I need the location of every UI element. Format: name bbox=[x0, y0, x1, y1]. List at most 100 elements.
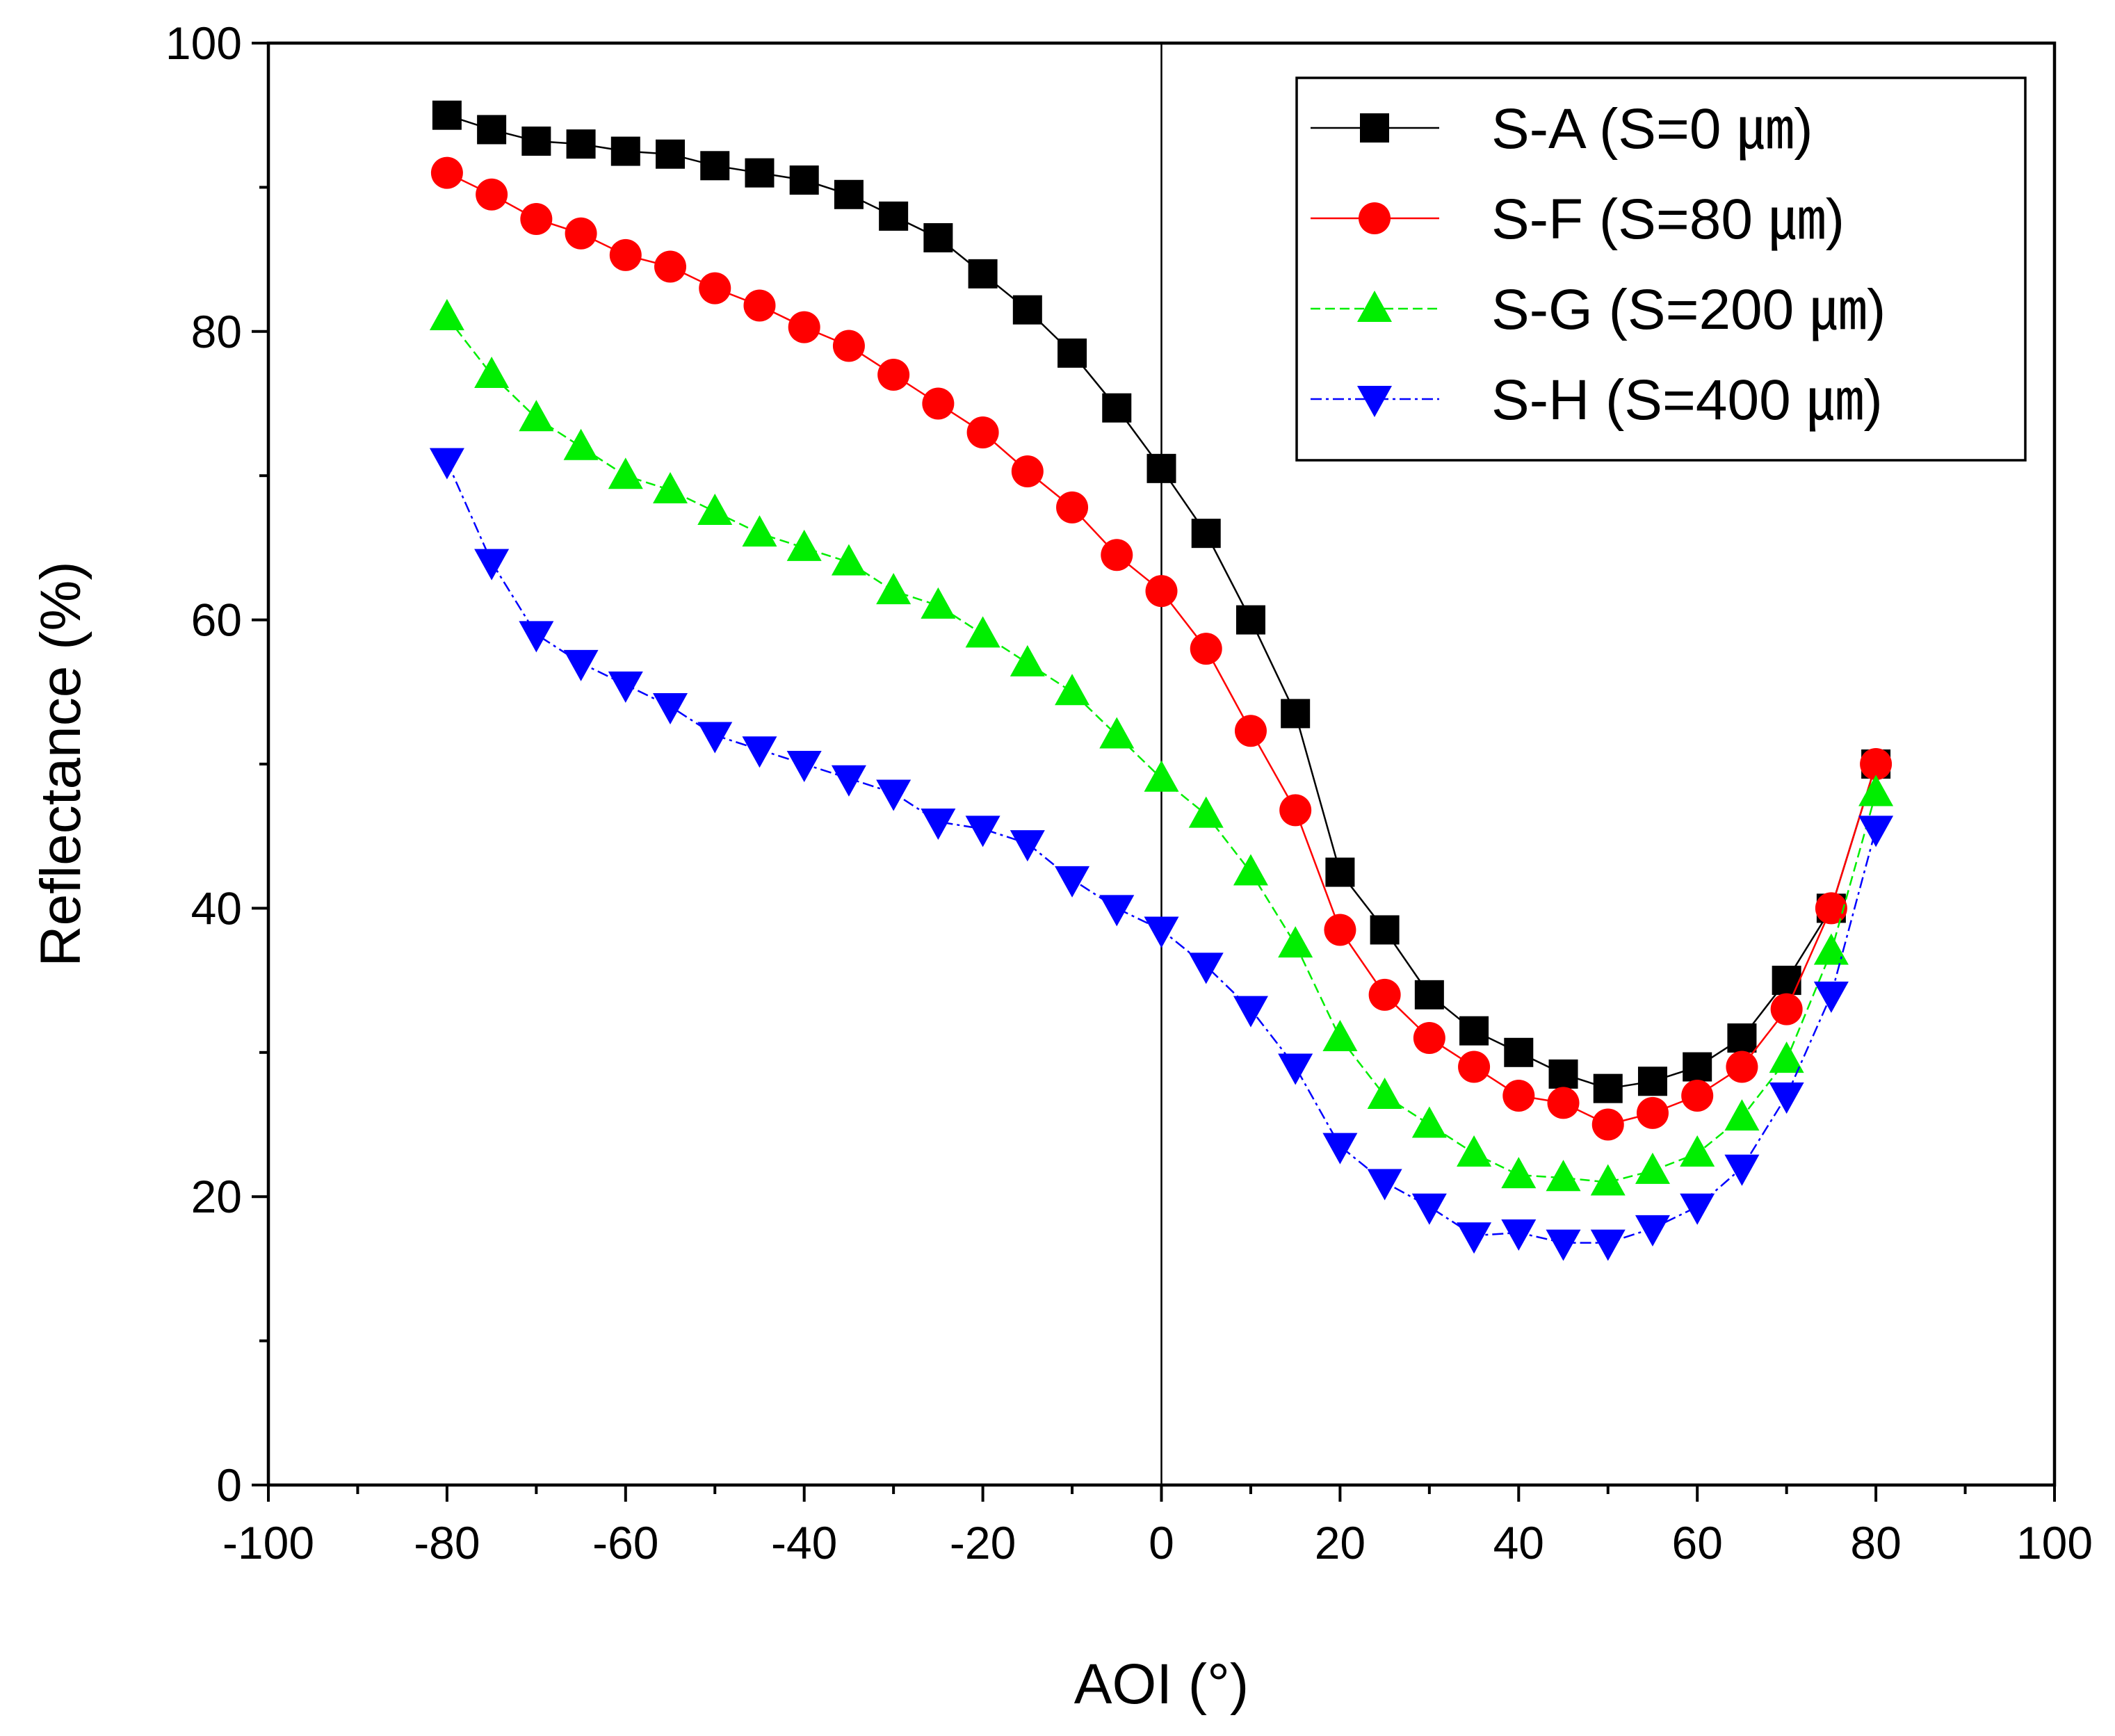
x-tick-label: -40 bbox=[771, 1517, 837, 1568]
data-point-s-f bbox=[476, 178, 508, 211]
data-point-s-g bbox=[1769, 1041, 1804, 1073]
data-point-s-a bbox=[968, 259, 998, 289]
y-tick-label: 100 bbox=[165, 17, 242, 69]
data-point-s-a bbox=[1370, 915, 1400, 945]
data-point-s-h bbox=[1144, 916, 1179, 948]
data-point-s-a bbox=[1504, 1037, 1534, 1067]
data-point-s-f bbox=[1681, 1080, 1714, 1112]
x-tick-label: -20 bbox=[950, 1517, 1016, 1568]
data-point-s-f bbox=[1145, 575, 1178, 608]
x-tick-label: 20 bbox=[1315, 1517, 1366, 1568]
legend-label-s-a: S-A (S=0 ㎛) bbox=[1491, 97, 1813, 161]
data-point-s-h bbox=[1501, 1219, 1537, 1251]
y-axis-title: Reflectance (%) bbox=[29, 561, 92, 966]
legend: S-A (S=0 ㎛) S-F (S=80 ㎛) S-G (S=200 ㎛) S-H … bbox=[1295, 76, 2027, 462]
data-point-s-h bbox=[653, 693, 688, 725]
y-tick-label: 60 bbox=[191, 594, 242, 646]
data-point-s-g bbox=[1813, 933, 1849, 965]
series-s-h bbox=[429, 448, 1894, 1261]
data-point-s-a bbox=[1414, 980, 1444, 1009]
data-point-s-h bbox=[1188, 952, 1224, 984]
data-point-s-a bbox=[432, 100, 462, 130]
y-tick-label: 80 bbox=[191, 306, 242, 357]
y-tick-label: 20 bbox=[191, 1171, 242, 1222]
data-point-s-a bbox=[1281, 699, 1311, 729]
data-point-s-h bbox=[697, 722, 733, 754]
data-point-s-h bbox=[1635, 1215, 1670, 1247]
data-point-s-h bbox=[742, 736, 777, 768]
x-tick-label: 100 bbox=[2016, 1517, 2093, 1568]
data-point-s-a bbox=[745, 158, 775, 188]
data-point-s-g bbox=[1858, 774, 1894, 806]
data-point-s-g bbox=[1188, 796, 1224, 828]
data-point-s-h bbox=[1411, 1193, 1447, 1225]
series-layer bbox=[429, 100, 1894, 1261]
data-point-s-h bbox=[1278, 1053, 1313, 1085]
data-point-s-a bbox=[1191, 519, 1221, 549]
data-point-s-f bbox=[1502, 1080, 1535, 1112]
data-point-s-g bbox=[786, 529, 822, 561]
data-point-s-f bbox=[1860, 748, 1893, 780]
data-point-s-f bbox=[1279, 794, 1312, 827]
data-point-s-a bbox=[1058, 338, 1087, 368]
legend-box bbox=[1295, 76, 2027, 462]
data-point-s-g bbox=[653, 471, 688, 503]
data-point-s-f bbox=[1190, 633, 1222, 665]
data-point-s-h bbox=[1055, 866, 1090, 898]
y-tick-label: 0 bbox=[216, 1459, 242, 1511]
data-point-s-g bbox=[1055, 674, 1090, 706]
data-point-s-h bbox=[786, 751, 822, 782]
data-point-s-g bbox=[1144, 760, 1179, 792]
data-point-s-h bbox=[1858, 816, 1894, 847]
data-point-s-h bbox=[1367, 1169, 1402, 1201]
data-point-s-f bbox=[1101, 539, 1133, 571]
data-point-s-g bbox=[831, 544, 866, 576]
data-point-s-h bbox=[1010, 830, 1045, 862]
data-point-s-f bbox=[699, 272, 731, 305]
data-point-s-h bbox=[1546, 1229, 1581, 1261]
data-point-s-f bbox=[520, 203, 553, 236]
data-point-s-f bbox=[877, 359, 910, 391]
data-point-s-h bbox=[921, 808, 956, 840]
data-point-s-h bbox=[876, 779, 911, 811]
data-point-s-a bbox=[1772, 966, 1801, 996]
data-point-s-a bbox=[1325, 857, 1355, 887]
x-tick-label: -80 bbox=[414, 1517, 480, 1568]
x-tick-label: -60 bbox=[592, 1517, 658, 1568]
data-point-s-g bbox=[1680, 1135, 1715, 1167]
data-point-s-h bbox=[1680, 1193, 1715, 1225]
legend-label-s-g: S-G (S=200 ㎛) bbox=[1491, 278, 1886, 341]
data-point-s-f bbox=[743, 289, 776, 322]
data-point-s-f bbox=[1234, 715, 1267, 747]
data-point-s-h bbox=[1769, 1082, 1804, 1114]
data-point-s-a bbox=[1012, 295, 1042, 325]
data-point-s-f bbox=[654, 250, 687, 283]
data-point-s-a bbox=[1727, 1023, 1757, 1053]
data-point-s-g bbox=[1010, 644, 1045, 676]
data-point-s-h bbox=[1813, 981, 1849, 1013]
x-tick-label: -100 bbox=[222, 1517, 314, 1568]
data-point-s-h bbox=[1322, 1133, 1358, 1165]
data-point-s-h bbox=[429, 448, 464, 480]
data-point-s-a bbox=[1146, 453, 1176, 483]
data-point-s-f bbox=[1770, 993, 1803, 1025]
data-point-s-a bbox=[566, 129, 596, 159]
data-point-s-f bbox=[565, 217, 597, 250]
data-point-s-a bbox=[656, 139, 686, 169]
data-point-s-a bbox=[789, 165, 819, 195]
data-point-s-g bbox=[697, 494, 733, 526]
data-point-s-g bbox=[742, 515, 777, 547]
data-point-s-a bbox=[521, 127, 551, 156]
y-tick-label: 40 bbox=[191, 882, 242, 934]
legend-marker-s-h bbox=[1357, 386, 1392, 417]
data-point-s-a bbox=[700, 151, 730, 181]
data-point-s-g bbox=[1278, 926, 1313, 958]
data-point-s-h bbox=[1233, 996, 1268, 1028]
data-point-s-g bbox=[1546, 1160, 1581, 1192]
data-point-s-a bbox=[923, 222, 953, 252]
data-point-s-g bbox=[1367, 1078, 1402, 1110]
data-point-s-g bbox=[1590, 1164, 1626, 1196]
data-point-s-h bbox=[474, 549, 510, 581]
data-point-s-g bbox=[519, 400, 554, 432]
data-point-s-a bbox=[1459, 1016, 1489, 1046]
